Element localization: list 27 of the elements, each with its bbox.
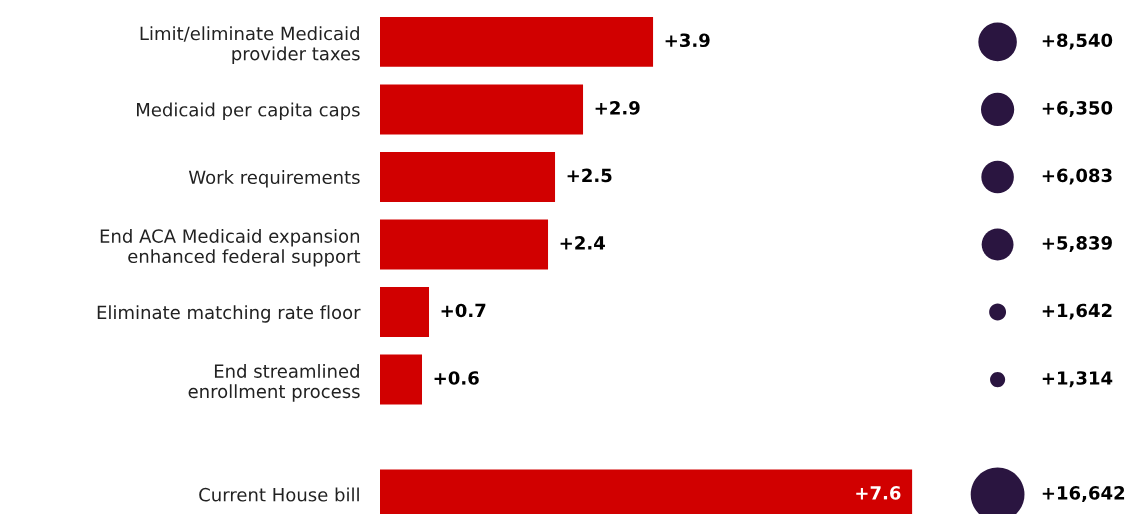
bar [380,151,556,202]
data-label: +2.5 [567,168,612,183]
y-tick-label: End streamlined enrollment process [188,363,360,402]
y-tick-label: End ACA Medicaid expansion enhanced federal support [100,228,361,267]
y-tick-label: Eliminate matching rate floor [97,305,361,323]
data-label: +0.7 [441,303,486,318]
data-label: +5,839 [1042,236,1112,253]
y-tick-label: Current House bill [199,487,359,502]
bar [380,16,654,67]
data-label: +3.9 [665,33,710,48]
data-label: +6,083 [1042,168,1112,185]
y-tick-label: Limit/eliminate Medicaid provider taxes [140,26,360,64]
bar [380,354,423,405]
bar [380,219,549,270]
data-label: +1,642 [1042,303,1112,320]
data-label: +7.6 [856,486,901,500]
bar [380,84,584,135]
data-label: +2.4 [560,236,605,250]
data-label: +1,314 [1042,371,1113,388]
data-label: +0.6 [434,371,479,385]
data-label: +2.9 [595,101,640,115]
y-tick-label: Work requirements [188,170,360,188]
data-label: +6,350 [1042,101,1113,117]
y-tick-label: Medicaid per capita caps [137,102,360,121]
data-label: +8,540 [1042,33,1113,50]
data-label: +16,642 [1042,485,1125,502]
bar [380,287,430,338]
